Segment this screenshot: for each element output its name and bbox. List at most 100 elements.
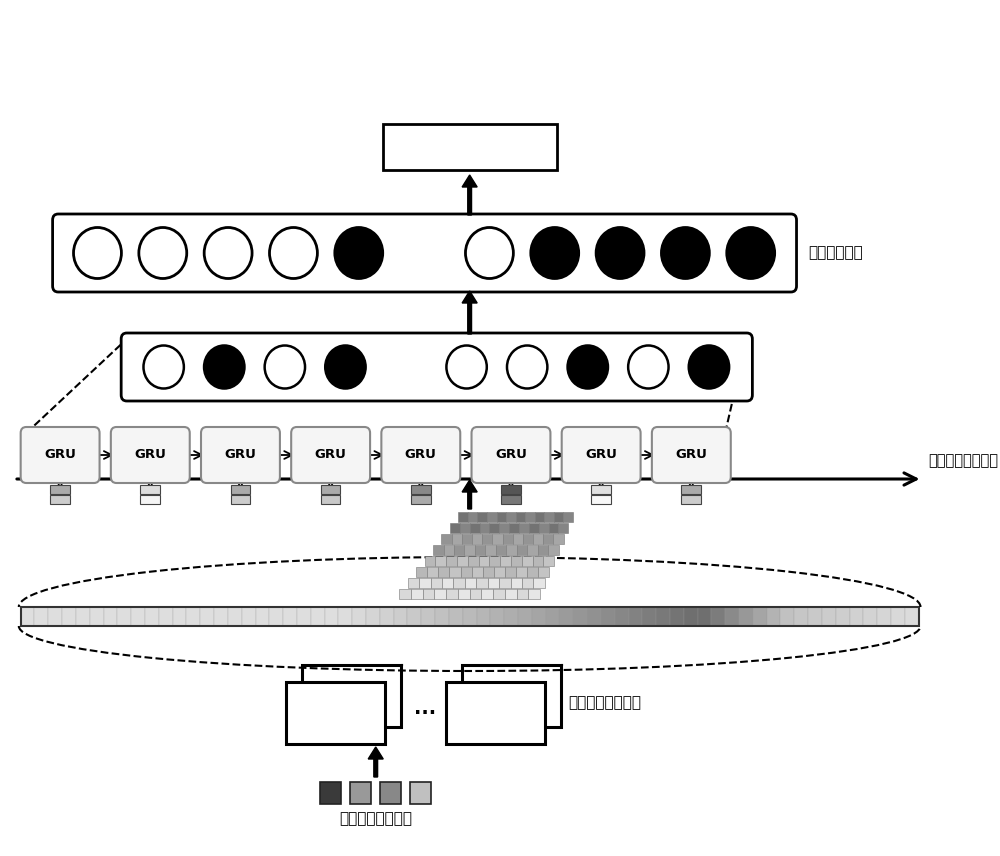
Text: 平滑分布模块: 平滑分布模块 (808, 246, 863, 260)
Bar (499, 578, 511, 588)
Bar (505, 567, 516, 577)
Bar (500, 556, 511, 566)
Bar (477, 607, 490, 626)
FancyBboxPatch shape (21, 427, 100, 483)
FancyBboxPatch shape (562, 427, 641, 483)
Bar (483, 567, 494, 577)
Bar (441, 534, 452, 544)
Bar (532, 607, 546, 626)
Bar (511, 556, 522, 566)
FancyBboxPatch shape (111, 427, 190, 483)
FancyBboxPatch shape (381, 427, 460, 483)
Bar (543, 556, 554, 566)
Bar (497, 512, 506, 522)
Bar (527, 567, 538, 577)
Text: GRU: GRU (315, 449, 347, 461)
Bar (808, 607, 822, 626)
Bar (504, 607, 518, 626)
Bar (302, 665, 401, 727)
Bar (780, 607, 794, 626)
Circle shape (143, 346, 184, 389)
Bar (523, 534, 533, 544)
Bar (725, 607, 739, 626)
Bar (684, 607, 698, 626)
Bar (449, 567, 461, 577)
Bar (544, 512, 554, 522)
Bar (297, 607, 311, 626)
FancyBboxPatch shape (291, 427, 370, 483)
Bar (546, 607, 559, 626)
Bar (458, 589, 470, 599)
Bar (435, 607, 449, 626)
Bar (465, 578, 476, 588)
Bar (563, 512, 573, 522)
Bar (435, 556, 446, 566)
Bar (489, 523, 499, 533)
Circle shape (628, 346, 669, 389)
Bar (452, 534, 462, 544)
Bar (338, 607, 352, 626)
Bar (433, 545, 444, 555)
Bar (256, 607, 269, 626)
Bar (525, 512, 535, 522)
Text: GRU: GRU (585, 449, 617, 461)
FancyArrow shape (462, 175, 477, 215)
Bar (410, 782, 431, 804)
Bar (615, 607, 629, 626)
Bar (485, 545, 496, 555)
Circle shape (325, 346, 366, 389)
Bar (320, 782, 341, 804)
Bar (453, 578, 465, 588)
Circle shape (596, 228, 644, 278)
Bar (528, 589, 540, 599)
Bar (836, 607, 850, 626)
Circle shape (204, 346, 244, 389)
Bar (548, 545, 559, 555)
Bar (446, 556, 457, 566)
Bar (481, 589, 493, 599)
Bar (559, 607, 573, 626)
Bar (538, 545, 548, 555)
Bar (50, 495, 70, 504)
Bar (140, 495, 160, 504)
Bar (479, 556, 489, 566)
Bar (458, 512, 468, 522)
Bar (407, 607, 421, 626)
Circle shape (446, 346, 487, 389)
Bar (492, 534, 503, 544)
Circle shape (661, 228, 709, 278)
Bar (468, 512, 477, 522)
Bar (352, 607, 366, 626)
Bar (501, 485, 521, 494)
Bar (472, 567, 483, 577)
Bar (533, 556, 543, 566)
Bar (140, 485, 160, 494)
Circle shape (568, 346, 608, 389)
Circle shape (265, 346, 305, 389)
Bar (476, 578, 488, 588)
Text: 时序特征记忆模块: 时序特征记忆模块 (928, 454, 998, 468)
Bar (321, 495, 340, 504)
Circle shape (465, 228, 513, 278)
Circle shape (74, 228, 121, 278)
Bar (591, 485, 611, 494)
Bar (427, 567, 438, 577)
Bar (421, 607, 435, 626)
Bar (516, 512, 525, 522)
Bar (891, 607, 905, 626)
Circle shape (531, 228, 579, 278)
Bar (461, 567, 472, 577)
Bar (656, 607, 670, 626)
Text: GRU: GRU (225, 449, 256, 461)
Bar (629, 607, 642, 626)
Bar (463, 607, 477, 626)
Bar (517, 545, 527, 555)
Bar (506, 512, 516, 522)
Bar (380, 607, 394, 626)
Bar (399, 589, 411, 599)
Bar (460, 523, 470, 533)
Bar (159, 607, 173, 626)
Bar (464, 545, 475, 555)
Bar (517, 589, 528, 599)
Bar (482, 534, 492, 544)
